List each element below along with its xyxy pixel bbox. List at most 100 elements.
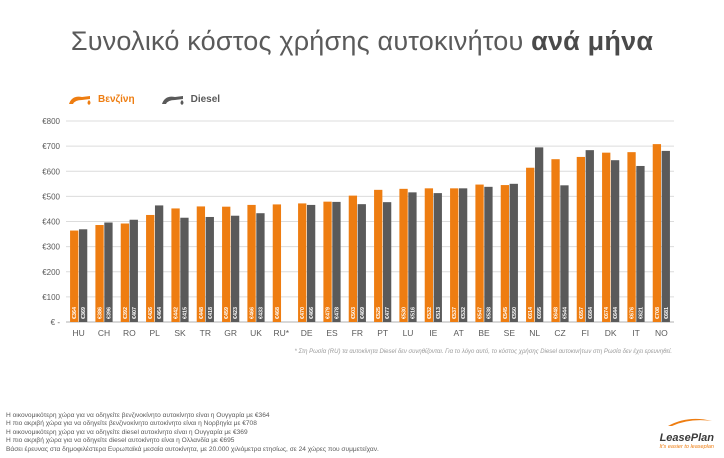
data-label: €369	[81, 307, 87, 319]
data-label: €614	[528, 307, 534, 319]
x-axis: HU CH RO PL SK TR GR UK RU* DE ES FR PT LU IE AT BE SE NL C…	[73, 328, 669, 338]
bar-diesel	[433, 193, 442, 322]
bar-petrol	[602, 152, 611, 322]
bar-diesel	[256, 213, 265, 322]
data-label: €648	[554, 307, 560, 319]
data-label: €479	[326, 307, 332, 319]
bar-petrol	[171, 208, 180, 322]
x-tick-label: DK	[605, 328, 617, 338]
note-line: Βάσει έρευνας στα δημοφιλέστερα Ευρωπαϊκ…	[6, 445, 379, 453]
bar-diesel	[104, 222, 113, 322]
data-label: €418	[208, 307, 214, 319]
x-tick-label: DE	[301, 328, 313, 338]
bar-diesel	[230, 215, 240, 322]
bar-petrol	[500, 185, 510, 322]
legend-item-diesel: Diesel	[161, 92, 220, 106]
legend: Βενζίνη Diesel	[68, 92, 220, 106]
bar-diesel	[205, 216, 214, 322]
x-tick-label: HU	[73, 328, 85, 338]
bar-petrol	[526, 167, 535, 322]
data-label: €644	[613, 307, 619, 319]
bar-diesel	[534, 147, 544, 322]
bar-petrol	[424, 188, 434, 322]
title-regular: Συνολικό κόστος χρήσης αυτοκινήτου	[70, 26, 524, 56]
bar-petrol	[196, 206, 206, 322]
data-label: €503	[351, 307, 357, 319]
x-tick-label: BE	[478, 328, 490, 338]
bar-petrol	[323, 201, 332, 322]
logo-tagline: It's easier to leaseplan	[659, 444, 714, 450]
data-label: €681	[664, 307, 670, 319]
notes: Η οικονομικότερη χώρα για να οδηγείτε βε…	[6, 412, 379, 454]
data-label: €466	[250, 307, 256, 319]
x-tick-label: NO	[655, 328, 668, 338]
x-tick-label: FI	[582, 328, 590, 338]
data-label: €407	[132, 307, 138, 319]
data-label: €674	[604, 307, 610, 319]
data-label: €684	[588, 307, 594, 319]
y-tick-label: €600	[42, 167, 60, 176]
x-tick-label: FR	[352, 328, 363, 338]
bar-diesel	[129, 219, 138, 322]
x-tick-label: ES	[326, 328, 338, 338]
bar-diesel	[585, 150, 594, 322]
bar-diesel	[78, 229, 88, 322]
data-label: €426	[148, 307, 154, 319]
bar-petrol	[475, 184, 484, 322]
data-label: €545	[503, 307, 509, 319]
fuel-pump-icon	[161, 96, 184, 105]
bar-petrol	[576, 156, 586, 322]
data-label: €621	[638, 307, 644, 319]
x-tick-label: IE	[429, 328, 437, 338]
data-label: €676	[630, 307, 636, 319]
data-label: €530	[402, 307, 408, 319]
bar-petrol	[551, 159, 560, 322]
data-label: €466	[309, 307, 315, 319]
x-tick-label: GR	[224, 328, 237, 338]
data-label: €470	[300, 307, 306, 319]
data-label: €392	[123, 307, 129, 319]
data-label: €525	[376, 307, 382, 319]
bar-petrol	[272, 204, 282, 322]
y-tick-label: €700	[42, 142, 60, 151]
bar-petrol	[652, 144, 662, 322]
data-label: €464	[157, 307, 163, 319]
data-label: €532	[427, 307, 433, 319]
fuel-pump-icon	[69, 96, 91, 105]
data-label: €547	[478, 307, 484, 319]
footnote: * Στη Ρωσία (RU) τα αυτοκίνητα Diesel δε…	[294, 349, 672, 355]
note-line: Η πιο ακριβή χώρα για να οδηγείτε diesel…	[6, 437, 235, 445]
bar-petrol	[70, 230, 79, 322]
data-label: €695	[537, 307, 543, 319]
bar-diesel	[306, 204, 316, 322]
data-label: €442	[174, 307, 180, 319]
bar-petrol	[247, 204, 256, 322]
legend-label-petrol: Βενζίνη	[98, 93, 135, 105]
x-tick-label: AT	[454, 328, 464, 338]
bar-diesel	[332, 201, 341, 322]
bar-diesel	[509, 183, 518, 322]
grid-lines	[66, 120, 674, 323]
x-tick-label: RU*	[274, 328, 290, 338]
data-label: €459	[224, 307, 230, 319]
bar-diesel	[610, 160, 620, 322]
bar-diesel	[458, 188, 468, 322]
bar-petrol	[450, 188, 459, 322]
y-tick-label: €500	[42, 192, 60, 201]
bar-petrol	[222, 206, 231, 322]
bar-petrol	[298, 203, 307, 322]
bar-diesel	[484, 186, 493, 322]
data-label: €550	[512, 307, 518, 319]
x-tick-label: SK	[174, 328, 186, 338]
bar-diesel	[661, 150, 670, 322]
x-tick-label: CZ	[554, 328, 565, 338]
data-label: €477	[385, 307, 391, 319]
note-line: Η οικονομικότερη χώρα για να οδηγείτε di…	[6, 428, 248, 436]
bars: €364 €369 €386 €396 €392 €407 €426 €464 €442 €415…	[70, 144, 670, 322]
logo-name: LeasePlan	[659, 432, 714, 444]
data-label: €433	[258, 307, 264, 319]
x-tick-label: LU	[403, 328, 414, 338]
data-label: €468	[275, 307, 281, 319]
chart-title: Συνολικό κόστος χρήσης αυτοκινήτου ανά μ…	[0, 26, 724, 57]
bar-petrol	[627, 152, 636, 322]
